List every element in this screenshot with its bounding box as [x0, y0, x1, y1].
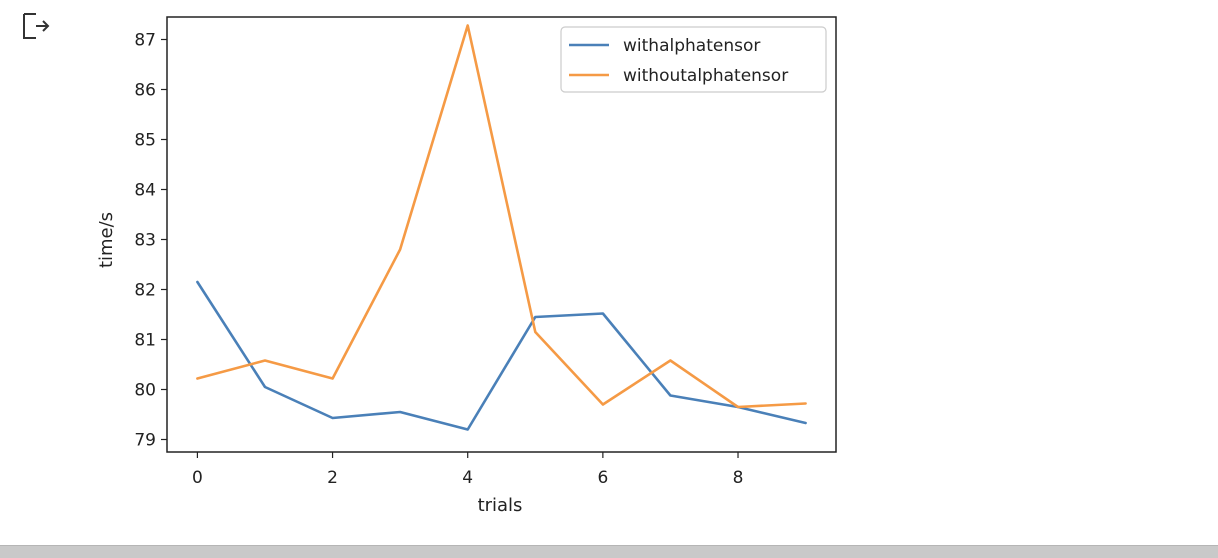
x-axis-label: trials	[478, 495, 523, 516]
panel-bottom-border	[0, 545, 1218, 558]
y-tick-label: 87	[134, 31, 156, 51]
legend: withalphatensor withoutalphatensor	[560, 26, 827, 93]
y-tick-label: 81	[134, 331, 156, 351]
y-tick-label: 84	[134, 181, 156, 201]
series-line-withalphatensor	[196, 280, 807, 431]
y-axis-ticks: 79 80 81 82 83 84 85 86 87	[134, 31, 167, 451]
legend-label: withoutalphatensor	[623, 66, 788, 86]
series-layer	[196, 24, 807, 431]
output-redirect-icon	[20, 12, 52, 42]
y-tick-label: 82	[134, 281, 156, 301]
y-tick-label: 83	[134, 231, 156, 251]
y-tick-label: 85	[134, 131, 156, 151]
y-tick-label: 79	[134, 431, 156, 451]
y-axis-label: time/s	[96, 212, 117, 268]
y-tick-label: 80	[134, 381, 156, 401]
y-tick-label: 86	[134, 81, 156, 101]
x-tick-label: 8	[733, 468, 744, 488]
x-axis-ticks: 0 2 4 6 8	[192, 452, 743, 488]
legend-box	[560, 26, 827, 93]
x-tick-label: 2	[327, 468, 338, 488]
x-tick-label: 0	[192, 468, 203, 488]
chart-svg: 0 2 4 6 8 79 80 81 82 83 84 85 86 87 trials time/s w…	[96, 16, 837, 516]
x-tick-label: 4	[462, 468, 473, 488]
x-tick-label: 6	[597, 468, 608, 488]
line-chart: 0 2 4 6 8 79 80 81 82 83 84 85 86 87 trials time/s w…	[96, 16, 837, 516]
series-line-withoutalphatensor	[196, 24, 807, 409]
legend-label: withalphatensor	[623, 36, 760, 56]
